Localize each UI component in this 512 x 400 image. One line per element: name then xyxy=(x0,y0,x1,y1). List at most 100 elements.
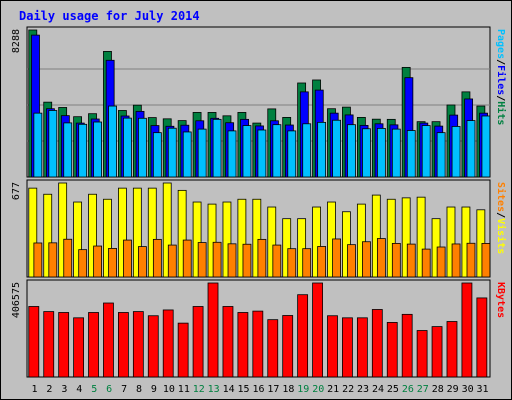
bar-pages-day-20 xyxy=(317,121,327,178)
bar-kbytes-day-9 xyxy=(147,315,159,378)
bar-sites-day-22 xyxy=(347,244,356,278)
bar-visits-day-16 xyxy=(252,198,262,278)
bar-kbytes-day-23 xyxy=(356,317,368,378)
bar-visits-day-10 xyxy=(162,182,172,278)
legend-entry-hits: Hits xyxy=(495,101,507,125)
bar-pages-day-30 xyxy=(466,120,476,178)
bar-pages-day-26 xyxy=(406,130,416,178)
bar-sites-day-16 xyxy=(257,238,267,278)
bar-visits-day-9 xyxy=(147,187,157,278)
bar-kbytes-day-24 xyxy=(371,309,383,378)
bar-visits-day-29 xyxy=(446,206,456,278)
bar-pages-day-13 xyxy=(212,118,222,178)
bar-visits-day-26 xyxy=(401,197,411,278)
bar-sites-day-30 xyxy=(466,242,476,278)
bar-visits-day-14 xyxy=(222,201,232,278)
bar-sites-day-19 xyxy=(302,248,312,278)
bar-sites-day-23 xyxy=(362,241,371,278)
bar-kbytes-day-18 xyxy=(282,315,294,378)
bar-pages-day-5 xyxy=(93,121,103,178)
bar-kbytes-day-26 xyxy=(401,313,413,378)
legend-entry-files: Files xyxy=(495,65,507,95)
bar-pages-day-21 xyxy=(332,119,341,178)
bar-pages-day-11 xyxy=(182,131,192,178)
bar-pages-day-3 xyxy=(63,122,73,178)
legend-entry-visits: Visits xyxy=(495,218,507,254)
bar-sites-day-20 xyxy=(317,246,327,278)
bar-sites-day-11 xyxy=(182,239,192,278)
bar-kbytes-day-22 xyxy=(342,317,353,378)
panel-max-label: 8288 xyxy=(11,29,22,53)
panel-max-label: 406575 xyxy=(11,282,22,318)
bar-visits-day-1 xyxy=(28,187,38,278)
bar-sites-day-17 xyxy=(272,244,282,278)
bar-pages-day-8 xyxy=(138,117,147,178)
x-tick-label: 16 xyxy=(252,384,264,395)
bar-visits-day-13 xyxy=(207,203,217,278)
bar-pages-day-10 xyxy=(167,127,177,178)
bar-sites-day-1 xyxy=(33,242,43,278)
bar-pages-day-18 xyxy=(287,130,297,178)
bar-kbytes-day-1 xyxy=(28,306,40,378)
bar-visits-day-20 xyxy=(312,206,321,278)
x-tick-label: 10 xyxy=(163,384,175,395)
bar-pages-day-14 xyxy=(227,130,237,178)
bar-visits-day-17 xyxy=(267,206,277,278)
bar-kbytes-day-20 xyxy=(312,282,323,378)
x-tick-label: 20 xyxy=(312,384,324,395)
bar-sites-day-29 xyxy=(451,243,461,278)
bar-sites-day-9 xyxy=(152,238,162,278)
bar-sites-day-31 xyxy=(481,242,491,278)
bar-visits-day-25 xyxy=(386,198,396,278)
x-tick-label: 19 xyxy=(297,384,309,395)
bar-kbytes-day-5 xyxy=(88,312,99,378)
x-tick-label: 31 xyxy=(477,384,489,395)
bar-kbytes-day-25 xyxy=(386,322,398,378)
x-tick-label: 5 xyxy=(91,384,97,395)
bar-sites-day-3 xyxy=(63,238,73,278)
bar-visits-day-2 xyxy=(43,193,53,278)
x-tick-label: 25 xyxy=(387,384,399,395)
x-tick-label: 30 xyxy=(462,384,474,395)
bar-kbytes-day-10 xyxy=(162,309,174,378)
bar-pages-day-12 xyxy=(197,128,207,178)
x-tick-label: 6 xyxy=(106,384,112,395)
legend-entry-sites: Sites xyxy=(495,182,507,212)
bar-sites-day-8 xyxy=(138,246,147,278)
bar-kbytes-day-14 xyxy=(222,306,234,378)
legend-separator: / xyxy=(495,95,506,101)
bar-sites-day-18 xyxy=(287,248,297,278)
bar-visits-day-8 xyxy=(132,187,142,278)
bar-kbytes-day-16 xyxy=(252,310,264,378)
bar-sites-day-27 xyxy=(421,248,431,278)
bar-kbytes-day-29 xyxy=(446,321,458,378)
bar-visits-day-18 xyxy=(282,218,292,278)
bar-visits-day-30 xyxy=(461,206,471,278)
x-tick-label: 4 xyxy=(76,384,82,395)
bar-visits-day-15 xyxy=(237,198,247,278)
bar-pages-day-2 xyxy=(48,110,58,178)
x-tick-label: 7 xyxy=(121,384,127,395)
bar-sites-day-15 xyxy=(242,243,252,278)
bar-sites-day-6 xyxy=(108,247,117,278)
bar-pages-day-31 xyxy=(481,115,491,178)
bar-kbytes-day-13 xyxy=(207,282,219,378)
bar-pages-day-19 xyxy=(302,123,312,178)
x-tick-label: 27 xyxy=(417,384,429,395)
x-tick-label: 22 xyxy=(342,384,354,395)
bar-pages-day-24 xyxy=(376,128,386,178)
bar-pages-day-6 xyxy=(108,105,117,178)
panel-legend-hits-files-pages: Pages/Files/Hits xyxy=(495,29,507,125)
x-tick-label: 28 xyxy=(432,384,444,395)
bar-sites-day-28 xyxy=(436,246,446,278)
x-tick-label: 14 xyxy=(223,384,235,395)
x-tick-label: 17 xyxy=(267,384,279,395)
bar-visits-day-6 xyxy=(103,198,112,278)
bar-pages-day-23 xyxy=(362,128,371,178)
bar-kbytes-day-21 xyxy=(327,315,338,378)
bar-sites-day-14 xyxy=(227,243,237,278)
bar-visits-day-23 xyxy=(356,203,366,278)
bar-kbytes-day-30 xyxy=(461,282,473,378)
x-tick-label: 8 xyxy=(136,384,142,395)
